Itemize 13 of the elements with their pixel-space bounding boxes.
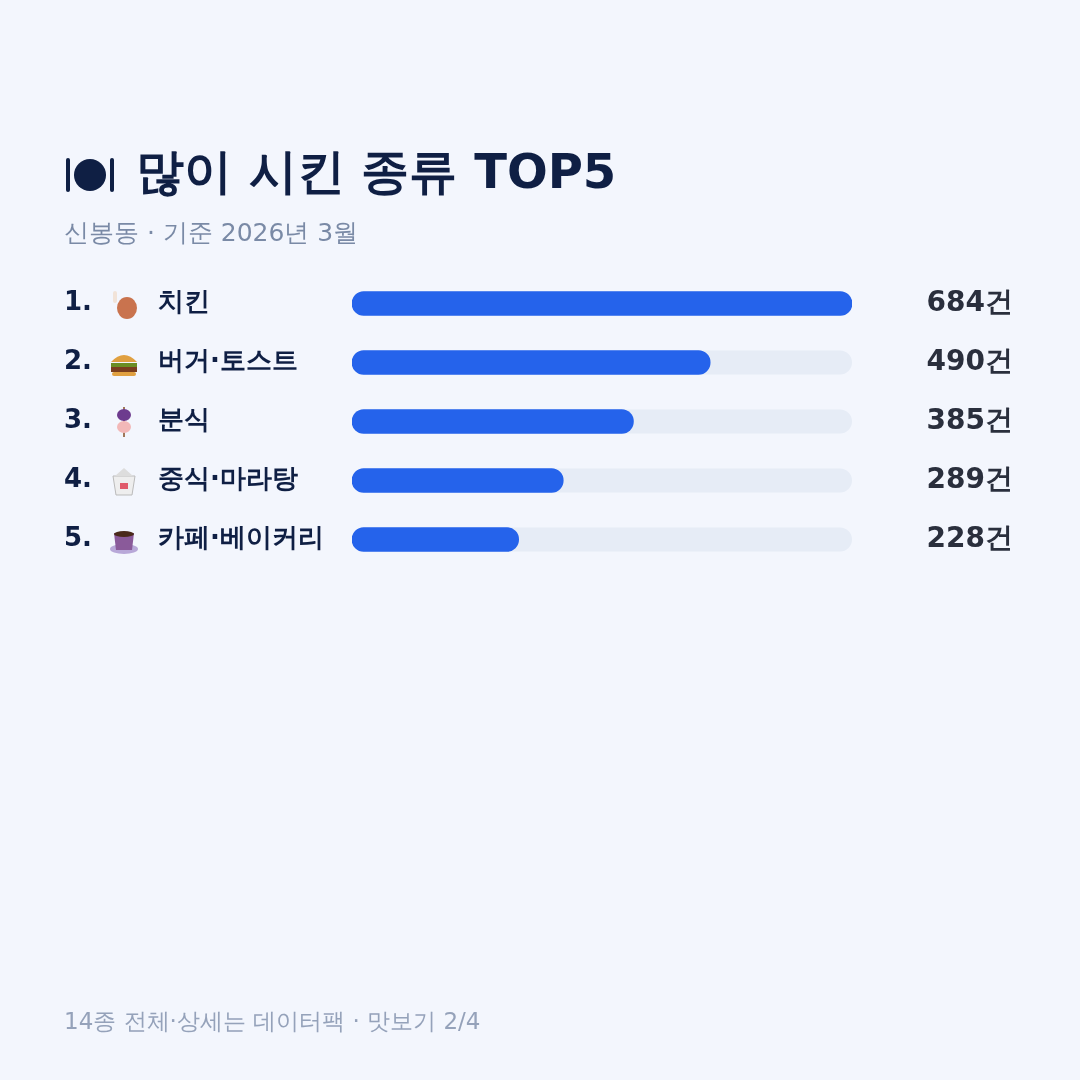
chart-subtitle: 신봉동 · 기준 2026년 3월 bbox=[64, 217, 359, 249]
category-label: 4. 중식·마라탕 bbox=[64, 463, 298, 494]
data-label: 289건 bbox=[926, 461, 1013, 495]
data-label: 684건 bbox=[926, 284, 1013, 318]
category-label: 1. 치킨 bbox=[64, 286, 210, 317]
data-label: 385건 bbox=[926, 402, 1013, 436]
chart-title: 많이 시킨 종류 TOP5 bbox=[136, 142, 617, 201]
text: 14종 전체·상세는 데이터팩 · 맛보기 2/4 bbox=[64, 1007, 481, 1036]
category-label: 3. 분식 bbox=[64, 404, 210, 435]
data-label: 490건 bbox=[926, 343, 1013, 377]
data-label: 228건 bbox=[926, 520, 1013, 554]
category-label: 5. 카페·베이커리 bbox=[64, 522, 324, 553]
category-label: 2. 버거·토스트 bbox=[64, 345, 298, 376]
